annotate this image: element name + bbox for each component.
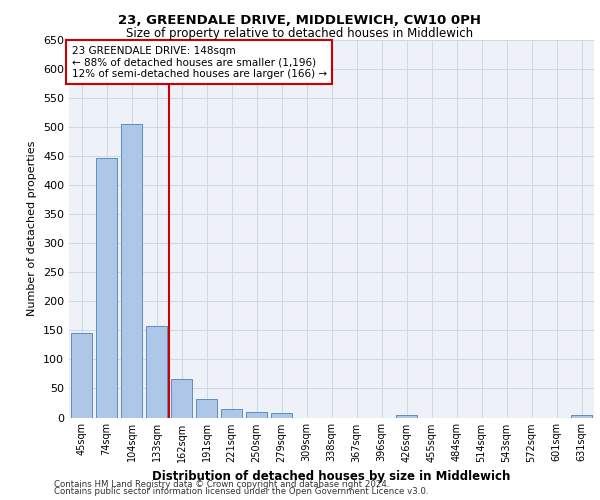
Bar: [146, 326, 167, 418]
Bar: [71, 332, 92, 418]
Bar: [396, 414, 417, 418]
Text: 23 GREENDALE DRIVE: 148sqm
← 88% of detached houses are smaller (1,196)
12% of s: 23 GREENDALE DRIVE: 148sqm ← 88% of deta…: [71, 46, 327, 79]
Bar: [121, 124, 142, 418]
Bar: [171, 379, 192, 418]
X-axis label: Distribution of detached houses by size in Middlewich: Distribution of detached houses by size …: [152, 470, 511, 483]
Text: Contains HM Land Registry data © Crown copyright and database right 2024.: Contains HM Land Registry data © Crown c…: [54, 480, 389, 489]
Text: Size of property relative to detached houses in Middlewich: Size of property relative to detached ho…: [127, 28, 473, 40]
Bar: [271, 414, 292, 418]
Bar: [221, 410, 242, 418]
Bar: [246, 412, 267, 418]
Bar: [571, 414, 592, 418]
Y-axis label: Number of detached properties: Number of detached properties: [28, 141, 37, 316]
Text: Contains public sector information licensed under the Open Government Licence v3: Contains public sector information licen…: [54, 488, 428, 496]
Text: 23, GREENDALE DRIVE, MIDDLEWICH, CW10 0PH: 23, GREENDALE DRIVE, MIDDLEWICH, CW10 0P…: [119, 14, 482, 27]
Bar: [196, 400, 217, 417]
Bar: [96, 158, 117, 417]
